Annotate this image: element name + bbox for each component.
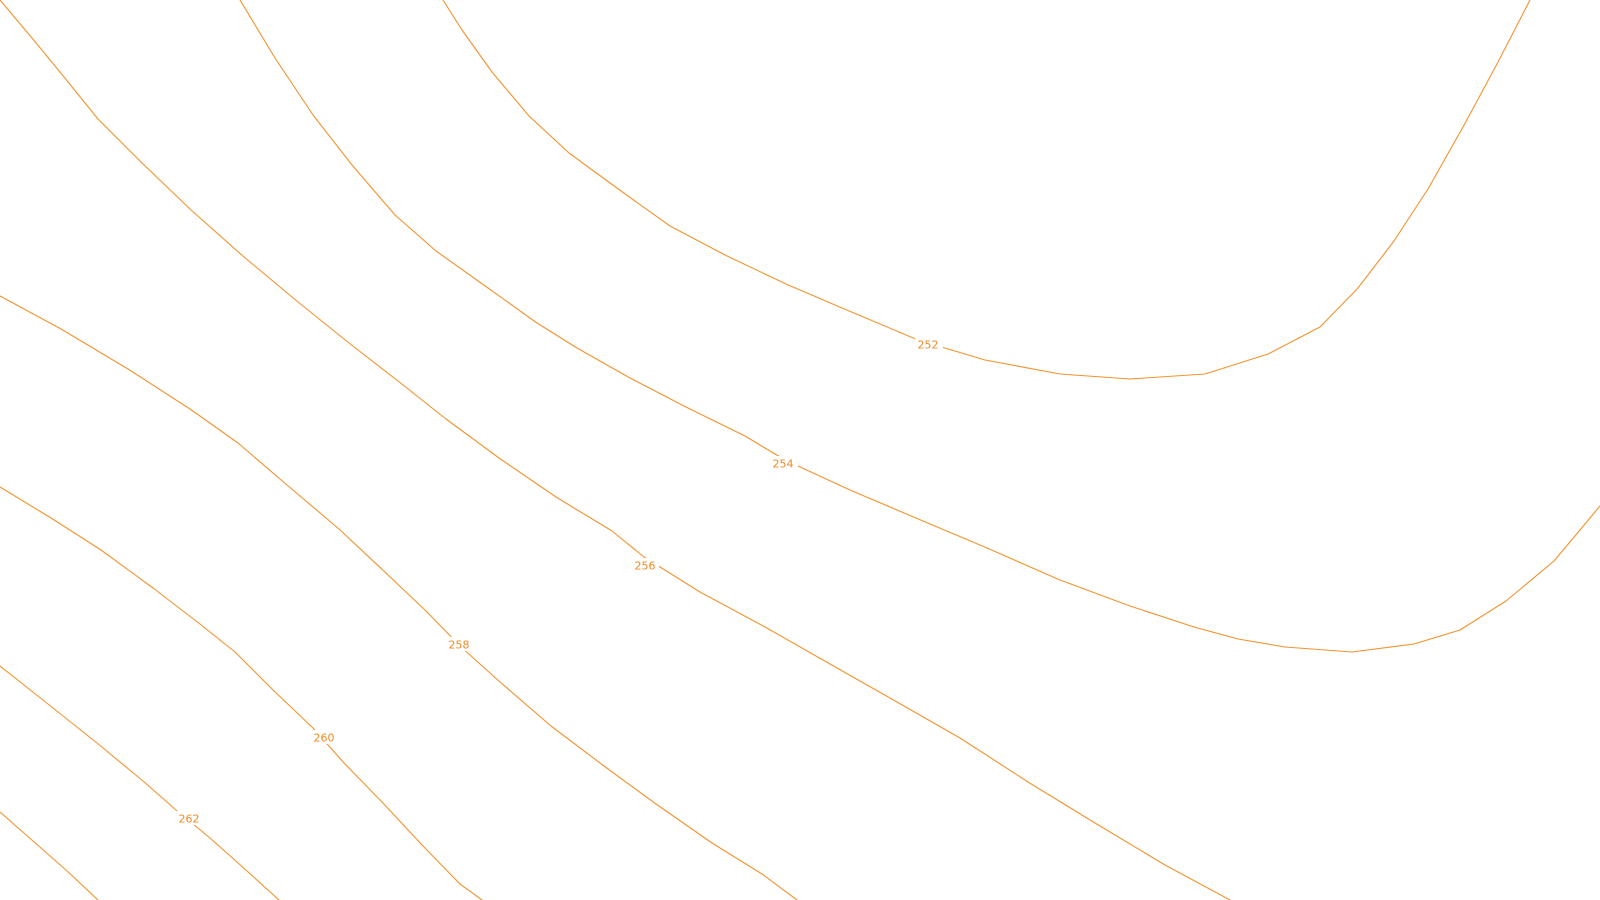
contour-line-254 [239, 0, 1600, 653]
contour-line-264 [0, 811, 99, 900]
contour-label-252-text: 252 [918, 339, 939, 352]
contour-label-254-text: 254 [773, 458, 794, 471]
contour-label-258: 258 [446, 637, 474, 652]
contour-label-262: 262 [176, 811, 204, 826]
contour-line-258 [0, 295, 798, 900]
contour-label-258-text: 258 [449, 639, 470, 652]
contour-label-252: 252 [915, 337, 943, 352]
contour-line-260 [0, 486, 483, 900]
contour-line-252 [442, 0, 1531, 380]
contour-label-256: 256 [631, 558, 659, 573]
contour-label-260: 260 [310, 730, 338, 745]
contour-label-260-text: 260 [314, 732, 335, 745]
contour-label-256-text: 256 [635, 560, 656, 573]
contour-label-254: 254 [770, 456, 798, 471]
contour-line-262 [0, 665, 280, 900]
contour-label-262-text: 262 [179, 813, 200, 826]
contour-line-256 [0, 0, 1231, 900]
